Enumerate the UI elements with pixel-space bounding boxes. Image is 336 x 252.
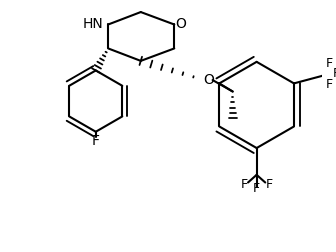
Text: HN: HN	[83, 17, 103, 32]
Text: F: F	[253, 182, 260, 195]
Text: F: F	[265, 178, 272, 191]
Text: F: F	[92, 134, 100, 148]
Text: F: F	[333, 67, 336, 80]
Text: O: O	[175, 17, 186, 32]
Text: F: F	[326, 57, 333, 70]
Text: F: F	[326, 78, 333, 91]
Text: O: O	[203, 73, 214, 87]
Text: F: F	[241, 178, 248, 191]
